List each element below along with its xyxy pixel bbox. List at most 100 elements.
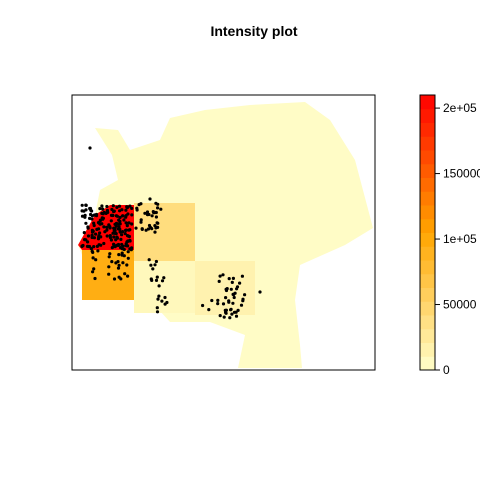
event-point [118,219,122,223]
event-point [128,204,132,208]
event-point [130,213,134,217]
event-point [117,204,122,208]
event-point [107,272,111,276]
event-point [121,244,125,248]
event-point [139,202,143,206]
colorbar-swatch [420,315,435,330]
event-point [128,228,132,232]
event-point [114,261,118,265]
event-point [229,287,233,291]
event-point [115,243,119,247]
colorbar-swatch [420,287,435,302]
event-point [221,273,225,277]
event-point [84,221,88,225]
event-point [113,229,117,233]
event-point [117,253,121,257]
color-legend: 0 50000 1e+05 150000 2e+05 [419,94,480,377]
event-point [105,228,109,232]
event-point [107,265,111,269]
colorbar-swatch [420,218,435,233]
event-point [86,234,91,238]
event-point [151,267,155,271]
event-point [216,298,220,302]
event-point [232,295,236,300]
event-point [100,204,104,208]
event-point [123,232,127,236]
chart-title: Intensity plot [210,23,297,39]
event-point [128,247,132,251]
plot-frame [71,94,376,371]
event-point [95,227,99,231]
event-point [231,301,235,305]
event-point [155,306,159,310]
event-point [91,250,95,254]
event-point [126,274,130,278]
event-point [127,221,131,225]
event-point [97,235,101,239]
event-point [124,208,128,212]
event-point [144,228,148,232]
event-point [125,263,129,267]
event-point [150,278,154,282]
event-point [115,205,119,209]
event-point [140,227,144,231]
event-point [114,214,118,218]
event-point [117,263,121,267]
event-point [101,217,105,221]
event-point [96,249,100,253]
event-point [147,212,151,217]
event-point [112,277,117,281]
event-point [156,297,160,301]
event-point [81,243,85,248]
event-point [227,277,231,281]
event-point [238,281,242,285]
event-point [154,201,158,205]
event-point [160,279,165,283]
event-point [153,230,157,234]
event-point [156,206,160,210]
event-point [126,250,130,254]
event-point [154,215,158,219]
event-point [91,229,95,233]
event-point [231,292,235,296]
event-point [115,236,119,240]
colorbar-border [419,94,436,371]
event-point [122,247,126,252]
event-point [150,227,154,231]
event-point [89,208,93,212]
event-point [112,235,116,239]
event-point [139,220,143,224]
event-point [92,267,96,271]
event-point [94,232,98,236]
event-point [156,225,160,229]
event-point [80,209,84,213]
event-point [91,270,95,274]
event-point [120,233,124,237]
event-point [218,274,222,278]
event-point [229,307,233,311]
colorbar-swatch [420,163,435,178]
event-point [82,231,86,235]
event-point [125,205,129,209]
event-point [163,302,167,306]
event-point [230,280,234,284]
event-point [84,238,88,242]
event-point [241,297,245,301]
colorbar-swatch [420,328,435,343]
event-point [121,214,125,218]
event-point [92,213,97,217]
event-point [221,302,226,306]
event-point [126,256,130,260]
event-point [230,312,234,316]
colorbar-swatch [420,205,435,220]
event-point [100,222,104,226]
event-point [123,272,127,276]
event-point [117,225,121,229]
event-point [102,210,106,215]
event-point [155,221,159,225]
event-point [98,207,102,211]
colorbar-tick-label: 50000 [443,298,477,312]
event-point [127,234,131,239]
event-point [108,252,112,256]
